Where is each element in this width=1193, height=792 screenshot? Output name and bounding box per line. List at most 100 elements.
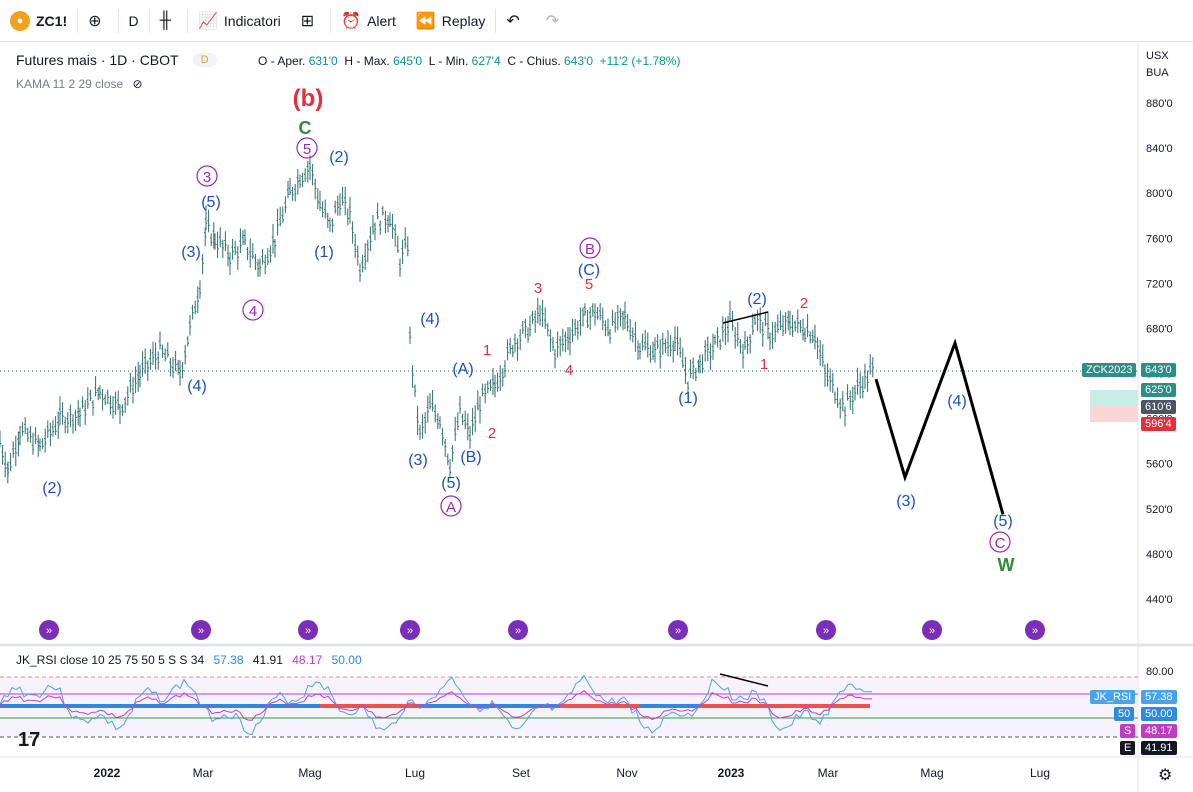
event-marker-arrow: »: [305, 625, 311, 637]
last-price-tag: 643'0: [1141, 363, 1176, 377]
wave-label-red: 1: [483, 342, 491, 359]
wave-label-circled: C: [995, 535, 1006, 552]
rsi-e-tag: E: [1120, 741, 1135, 755]
gear-icon[interactable]: ⚙: [1158, 767, 1172, 784]
price-tick-label: 840'0: [1146, 143, 1173, 155]
time-axis-ticks: 2022 Mar Mag Lug Set Nov 2023 Mar Mag Lug: [94, 766, 1050, 780]
target-tag-1: 625'0: [1141, 383, 1176, 397]
wave-label-red: 4: [565, 362, 573, 379]
wave-label-circled: 3: [203, 169, 211, 186]
wave-label-blue: (1): [678, 390, 698, 407]
chart-legend: Futures mais · 1D · CBOT D: [16, 52, 217, 68]
wave-label-circled: A: [446, 499, 456, 516]
open-label: O - Aper.: [258, 54, 305, 68]
wave-label-major: C: [299, 118, 312, 138]
time-tick-label: Set: [512, 766, 531, 780]
wave-label-blue: (3): [408, 452, 428, 469]
wave-label-red: 5: [585, 276, 593, 293]
event-marker-arrow: »: [675, 625, 681, 637]
price-tick-label: 560'0: [1146, 459, 1173, 471]
time-tick-label: Mag: [920, 766, 943, 780]
wave-label-blue: (4): [187, 378, 207, 395]
wave-label-circled: 4: [249, 303, 257, 320]
ohlc-legend: O - Aper. 631'0 H - Max. 645'0 L - Min. …: [258, 54, 680, 68]
price-tick-label: 480'0: [1146, 549, 1173, 561]
wave-label-blue: (B): [460, 449, 481, 466]
wave-label-blue: (2): [329, 149, 349, 166]
time-tick-label: Nov: [616, 766, 637, 780]
price-tick-label: 760'0: [1146, 233, 1173, 245]
rsi-jk-value: 57.38: [1141, 690, 1177, 704]
price-axis-ticks: 880'0840'0800'0760'0720'0680'0640'0600'0…: [1146, 98, 1173, 606]
wave-label-blue: (5): [993, 513, 1013, 530]
rsi-jk-tag: JK_RSI: [1090, 690, 1135, 704]
event-marker-arrow: »: [198, 625, 204, 637]
price-tick-label: 680'0: [1146, 323, 1173, 335]
low-value: 627'4: [472, 54, 501, 68]
symbol-tag: ZCK2023: [1082, 363, 1136, 377]
low-label: L - Min.: [429, 54, 469, 68]
price-tick-label: 440'0: [1146, 594, 1173, 606]
projection-line: [876, 343, 1003, 514]
wave-label-blue: (3): [181, 244, 201, 261]
event-marker-arrow: »: [823, 625, 829, 637]
wave-label-blue: (4): [420, 311, 440, 328]
event-markers: » » » » » » » » »: [39, 620, 1045, 640]
eye-hidden-icon[interactable]: ⊘: [133, 77, 143, 91]
currency-label: USX: [1146, 48, 1169, 65]
wave-label-red: 3: [534, 280, 542, 297]
wave-label-major: (b): [293, 85, 324, 112]
unit-label: BUA: [1146, 65, 1169, 82]
high-label: H - Max.: [344, 54, 389, 68]
axis-currency[interactable]: USX BUA: [1146, 48, 1169, 82]
chart-title: Futures mais · 1D · CBOT: [16, 52, 179, 68]
indicator-legend[interactable]: KAMA 11 2 29 close ⊘: [16, 77, 143, 91]
wave-label-major: W: [998, 555, 1015, 575]
tradingview-logo-icon: 17: [18, 729, 40, 751]
target-tag-3: 596'4: [1141, 417, 1176, 431]
price-tick-label: 720'0: [1146, 278, 1173, 290]
time-tick-label: Mag: [298, 766, 321, 780]
wave-label-circled: 5: [303, 141, 311, 158]
wave-label-red: 1: [760, 356, 768, 373]
change-value: +11'2 (+1.78%): [600, 54, 681, 68]
event-marker-arrow: »: [929, 625, 935, 637]
event-marker-arrow: »: [46, 625, 52, 637]
wave-label-blue: (1): [314, 244, 334, 261]
rsi-s-value: 48.17: [1141, 724, 1177, 738]
wave-label-red: 2: [488, 425, 496, 442]
wave-label-circled: B: [585, 241, 595, 258]
event-marker-arrow: »: [1032, 625, 1038, 637]
event-marker-arrow: »: [515, 625, 521, 637]
time-tick-label: Lug: [405, 766, 425, 780]
wave-label-red: 2: [800, 295, 808, 312]
rsi-s-tag: S: [1120, 724, 1135, 738]
rsi-value-4: 50.00: [332, 653, 362, 667]
close-label: C - Chius.: [507, 54, 560, 68]
rsi-mid-tag: 50: [1114, 707, 1134, 721]
close-value: 643'0: [564, 54, 593, 68]
time-tick-label: Mar: [193, 766, 214, 780]
rsi-e-value: 41.91: [1141, 741, 1177, 755]
wave-label-blue: (A): [452, 361, 473, 378]
price-tick-label: 520'0: [1146, 504, 1173, 516]
open-value: 631'0: [309, 54, 338, 68]
wave-label-blue: (2): [42, 480, 62, 497]
rsi-value-3: 48.17: [292, 653, 322, 667]
rsi-value-2: 41.91: [253, 653, 283, 667]
wave-label-blue: (5): [201, 194, 221, 211]
rsi-legend: JK_RSI close 10 25 75 50 5 S S 34 57.38 …: [16, 653, 368, 667]
price-tick-label: 880'0: [1146, 98, 1173, 110]
wave-label-blue: (4): [947, 393, 967, 410]
target-tag-2: 610'6: [1141, 400, 1176, 414]
time-tick-label: 2023: [718, 766, 745, 780]
wave-label-blue: (3): [896, 493, 916, 510]
event-marker-arrow: »: [407, 625, 413, 637]
range-box: [1090, 390, 1138, 406]
high-value: 645'0: [393, 54, 422, 68]
time-tick-label: Lug: [1030, 766, 1050, 780]
time-tick-label: Mar: [818, 766, 839, 780]
market-status-badge: D: [193, 53, 217, 67]
rsi-value-1: 57.38: [213, 653, 243, 667]
